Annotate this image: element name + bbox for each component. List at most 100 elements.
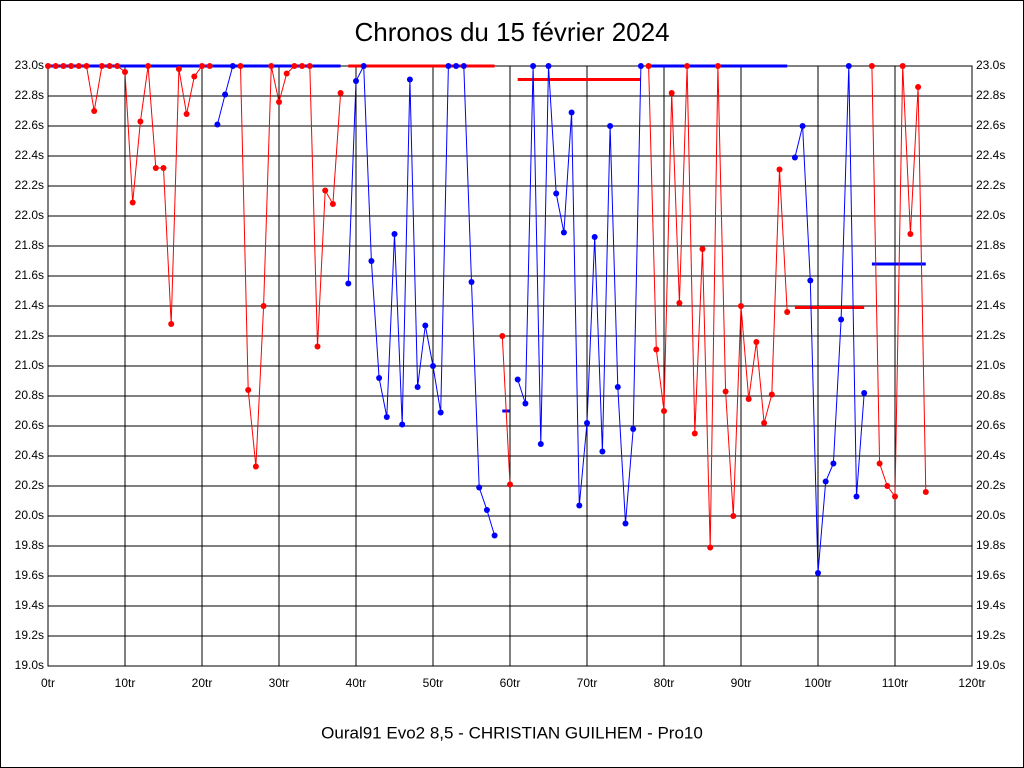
lap-point bbox=[722, 388, 729, 395]
lap-point bbox=[576, 502, 583, 509]
lap-point bbox=[622, 520, 629, 527]
lap-point bbox=[922, 489, 929, 495]
x-tick-label: 80tr bbox=[654, 676, 675, 690]
lap-point bbox=[868, 63, 875, 69]
lap-point bbox=[453, 63, 460, 69]
lap-point bbox=[460, 63, 467, 69]
lap-point bbox=[884, 483, 891, 489]
chart-title: Chronos du 15 février 2024 bbox=[354, 17, 669, 47]
x-tick-label: 100tr bbox=[804, 676, 831, 690]
lap-point bbox=[337, 90, 344, 96]
lap-point bbox=[915, 84, 922, 90]
lap-point bbox=[199, 63, 205, 69]
lap-point bbox=[183, 111, 190, 117]
lap-point bbox=[283, 70, 290, 77]
y-tick-label-right: 20.2s bbox=[976, 478, 1005, 492]
lap-point bbox=[68, 63, 75, 69]
lap-point bbox=[414, 384, 421, 390]
lap-point bbox=[476, 484, 483, 491]
x-tick-label: 50tr bbox=[423, 676, 444, 690]
x-tick-label: 10tr bbox=[115, 676, 136, 690]
x-tick-label: 110tr bbox=[882, 676, 908, 690]
lap-point bbox=[668, 90, 675, 96]
lap-point bbox=[761, 420, 768, 426]
lap-line bbox=[240, 65, 342, 467]
y-tick-label-right: 21.6s bbox=[976, 268, 1005, 282]
y-tick-label-right: 20.6s bbox=[976, 418, 1005, 432]
y-tick-label-right: 21.2s bbox=[976, 328, 1005, 342]
y-tick-label-right: 19.4s bbox=[976, 598, 1005, 612]
x-tick-label: 60tr bbox=[500, 676, 521, 690]
lap-point bbox=[661, 408, 667, 414]
lap-point bbox=[907, 231, 914, 237]
lap-point bbox=[699, 246, 706, 252]
lap-point bbox=[98, 63, 105, 69]
lap-point bbox=[684, 63, 691, 69]
lap-point bbox=[745, 396, 752, 402]
lap-point bbox=[160, 165, 167, 171]
y-tick-label-right: 20.8s bbox=[976, 388, 1005, 402]
lap-point bbox=[845, 63, 852, 69]
y-tick-label-right: 21.0s bbox=[976, 358, 1005, 372]
lap-point bbox=[106, 63, 113, 69]
lap-point bbox=[75, 63, 82, 69]
lap-line bbox=[794, 65, 865, 574]
lap-point bbox=[360, 63, 367, 69]
lap-point bbox=[252, 463, 259, 470]
lap-point bbox=[853, 493, 860, 500]
y-tick-label: 19.2s bbox=[15, 628, 44, 642]
lap-point bbox=[653, 346, 660, 353]
y-tick-label-right: 20.4s bbox=[976, 448, 1005, 462]
lap-point bbox=[491, 532, 498, 539]
lap-point bbox=[399, 421, 406, 428]
x-tick-label: 120tr bbox=[958, 676, 985, 690]
y-tick-label: 19.0s bbox=[15, 658, 44, 672]
lap-point bbox=[445, 63, 452, 69]
lap-point bbox=[437, 409, 444, 416]
y-tick-label-right: 22.8s bbox=[976, 88, 1005, 102]
lap-point bbox=[753, 339, 760, 345]
lap-point bbox=[222, 91, 229, 98]
lap-point bbox=[391, 231, 398, 237]
y-tick-label: 19.6s bbox=[15, 568, 44, 582]
lap-point bbox=[568, 109, 575, 116]
x-tick-label: 70tr bbox=[577, 676, 598, 690]
lap-point bbox=[268, 63, 275, 69]
y-tick-label: 23.0s bbox=[15, 58, 44, 72]
lap-point bbox=[537, 441, 544, 447]
y-tick-label-right: 23.0s bbox=[976, 58, 1005, 72]
lap-point bbox=[738, 303, 744, 309]
lap-point bbox=[291, 63, 298, 69]
lap-point bbox=[691, 430, 698, 437]
x-tick-label: 20tr bbox=[192, 676, 213, 690]
lap-point bbox=[214, 121, 221, 128]
lap-point bbox=[353, 78, 359, 84]
y-tick-label-right: 22.4s bbox=[976, 148, 1005, 162]
lap-point bbox=[306, 63, 313, 69]
lap-point bbox=[122, 69, 128, 75]
lap-point bbox=[175, 66, 182, 72]
lap-point bbox=[206, 63, 213, 69]
y-tick-label: 21.0s bbox=[15, 358, 44, 372]
lap-point bbox=[499, 333, 506, 339]
lap-point bbox=[137, 118, 144, 125]
y-tick-label-right: 21.8s bbox=[976, 238, 1005, 252]
lap-point bbox=[83, 63, 90, 69]
lap-point bbox=[630, 426, 637, 432]
y-tick-label-right: 19.0s bbox=[976, 658, 1005, 672]
lap-point bbox=[245, 387, 252, 393]
y-tick-label-right: 20.0s bbox=[976, 508, 1005, 522]
lap-point bbox=[876, 460, 883, 467]
lap-point bbox=[714, 63, 721, 69]
lap-point bbox=[60, 63, 67, 69]
y-tick-label-right: 22.0s bbox=[976, 208, 1005, 222]
lap-point bbox=[822, 478, 829, 485]
lap-point bbox=[522, 400, 529, 407]
lap-point bbox=[830, 460, 837, 467]
lap-point bbox=[676, 300, 683, 306]
x-tick-label: 40tr bbox=[346, 676, 367, 690]
lap-point bbox=[645, 63, 652, 69]
lap-point bbox=[229, 63, 236, 69]
lap-point bbox=[430, 363, 436, 369]
